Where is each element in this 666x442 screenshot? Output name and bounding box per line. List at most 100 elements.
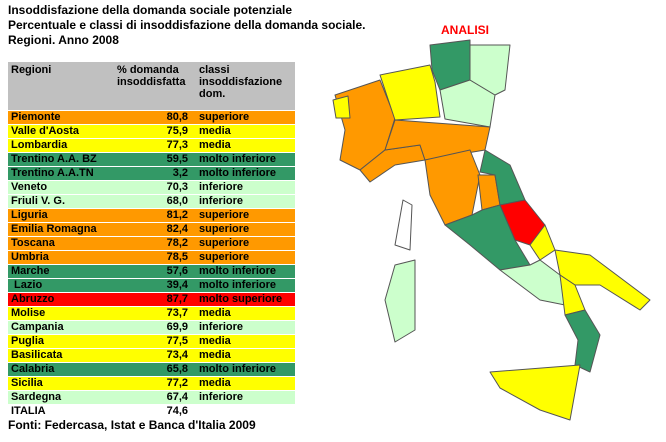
class-cell: inferiore — [196, 390, 295, 405]
table-row: Emilia Romagna 82,4 superiore — [8, 222, 295, 237]
value-cell: 87,7 — [114, 292, 196, 307]
value-cell: 39,4 — [114, 278, 196, 293]
region-cell: ITALIA — [8, 404, 114, 418]
subtitle-line: Percentuale e classi di insoddisfazione … — [8, 18, 366, 32]
region-cell: Campania — [8, 320, 114, 335]
region-shape — [379, 64, 441, 121]
table-row: Campania 69,9 inferiore — [8, 320, 295, 335]
table-row: Liguria 81,2 superiore — [8, 208, 295, 223]
class-cell: media — [196, 376, 295, 391]
value-cell: 65,8 — [114, 362, 196, 377]
value-cell: 82,4 — [114, 222, 196, 237]
value-cell: 78,2 — [114, 236, 196, 251]
value-cell: 59,5 — [114, 152, 196, 167]
table-row: Toscana 78,2 superiore — [8, 236, 295, 251]
column-header: Regioni — [8, 62, 114, 111]
class-cell: molto inferiore — [196, 166, 295, 181]
value-cell: 3,2 — [114, 166, 196, 181]
region-cell: Friuli V. G. — [8, 194, 114, 209]
region-cell: Liguria — [8, 208, 114, 223]
class-cell: molto inferiore — [196, 264, 295, 279]
table-row: Piemonte 80,8 superiore — [8, 110, 295, 125]
region-cell: Lazio — [8, 278, 114, 293]
region-cell: Emilia Romagna — [8, 222, 114, 237]
island-shape — [394, 199, 413, 251]
class-cell: superiore — [196, 110, 295, 125]
value-cell: 70,3 — [114, 180, 196, 195]
table-row: Marche 57,6 molto inferiore — [8, 264, 295, 279]
total-row: ITALIA 74,6 — [8, 404, 295, 418]
value-cell: 81,2 — [114, 208, 196, 223]
class-cell: media — [196, 138, 295, 153]
region-shape — [489, 364, 581, 421]
value-cell: 75,9 — [114, 124, 196, 139]
title-line: Insoddisfazione della domanda sociale po… — [8, 3, 293, 17]
column-header: classi insoddisfazione dom. — [196, 62, 295, 111]
class-cell: superiore — [196, 250, 295, 265]
class-cell: superiore — [196, 222, 295, 237]
table-row: Friuli V. G. 68,0 inferiore — [8, 194, 295, 209]
table-row: Lombardia 77,3 media — [8, 138, 295, 153]
table-row: Abruzzo 87,7 molto superiore — [8, 292, 295, 307]
table-row: Umbria 78,5 superiore — [8, 250, 295, 265]
table-row: Sicilia 77,2 media — [8, 376, 295, 391]
value-cell: 77,2 — [114, 376, 196, 391]
value-cell: 77,3 — [114, 138, 196, 153]
region-cell: Valle d'Aosta — [8, 124, 114, 139]
class-cell: inferiore — [196, 320, 295, 335]
table-row: Basilicata 73,4 media — [8, 348, 295, 363]
value-cell: 74,6 — [114, 404, 196, 418]
table-row: Puglia 77,5 media — [8, 334, 295, 349]
value-cell: 77,5 — [114, 334, 196, 349]
class-cell: media — [196, 334, 295, 349]
region-cell: Veneto — [8, 180, 114, 195]
region-cell: Calabria — [8, 362, 114, 377]
value-cell: 69,9 — [114, 320, 196, 335]
class-cell: inferiore — [196, 194, 295, 209]
value-cell: 68,0 — [114, 194, 196, 209]
value-cell: 57,6 — [114, 264, 196, 279]
region-cell: Piemonte — [8, 110, 114, 125]
class-cell: media — [196, 306, 295, 321]
value-cell: 78,5 — [114, 250, 196, 265]
table-row: Valle d'Aosta 75,9 media — [8, 124, 295, 139]
data-table: Regioni % domanda insoddisfatta classi i… — [8, 62, 295, 418]
region-cell: Marche — [8, 264, 114, 279]
region-shape — [469, 44, 511, 96]
column-header: % domanda insoddisfatta — [114, 62, 196, 111]
class-cell: media — [196, 124, 295, 139]
table-row: Calabria 65,8 molto inferiore — [8, 362, 295, 377]
class-cell: superiore — [196, 208, 295, 223]
class-cell: molto superiore — [196, 292, 295, 307]
class-cell: inferiore — [196, 180, 295, 195]
region-cell: Molise — [8, 306, 114, 321]
region-cell: Basilicata — [8, 348, 114, 363]
table-row: Lazio 39,4 molto inferiore — [8, 278, 295, 293]
subtitle-line: Regioni. Anno 2008 — [8, 33, 119, 47]
value-cell: 80,8 — [114, 110, 196, 125]
region-shape — [439, 79, 496, 128]
class-cell: molto inferiore — [196, 362, 295, 377]
region-shape — [424, 149, 481, 226]
class-cell: molto inferiore — [196, 278, 295, 293]
region-shape — [564, 309, 601, 373]
region-cell: Trentino A.A. BZ — [8, 152, 114, 167]
table-row: Veneto 70,3 inferiore — [8, 180, 295, 195]
map-label: ANALISI — [441, 23, 489, 37]
italy-map: ANALISI — [332, 23, 651, 421]
region-cell: Umbria — [8, 250, 114, 265]
table-row: Trentino A.A. BZ 59,5 molto inferiore — [8, 152, 295, 167]
value-cell: 73,7 — [114, 306, 196, 321]
region-cell: Toscana — [8, 236, 114, 251]
region-cell: Lombardia — [8, 138, 114, 153]
class-cell: molto inferiore — [196, 152, 295, 167]
table-row: Molise 73,7 media — [8, 306, 295, 321]
region-cell: Puglia — [8, 334, 114, 349]
region-shape — [384, 259, 416, 343]
region-cell: Sicilia — [8, 376, 114, 391]
class-cell — [196, 404, 295, 418]
region-cell: Sardegna — [8, 390, 114, 405]
table-row: Sardegna 67,4 inferiore — [8, 390, 295, 405]
value-cell: 73,4 — [114, 348, 196, 363]
